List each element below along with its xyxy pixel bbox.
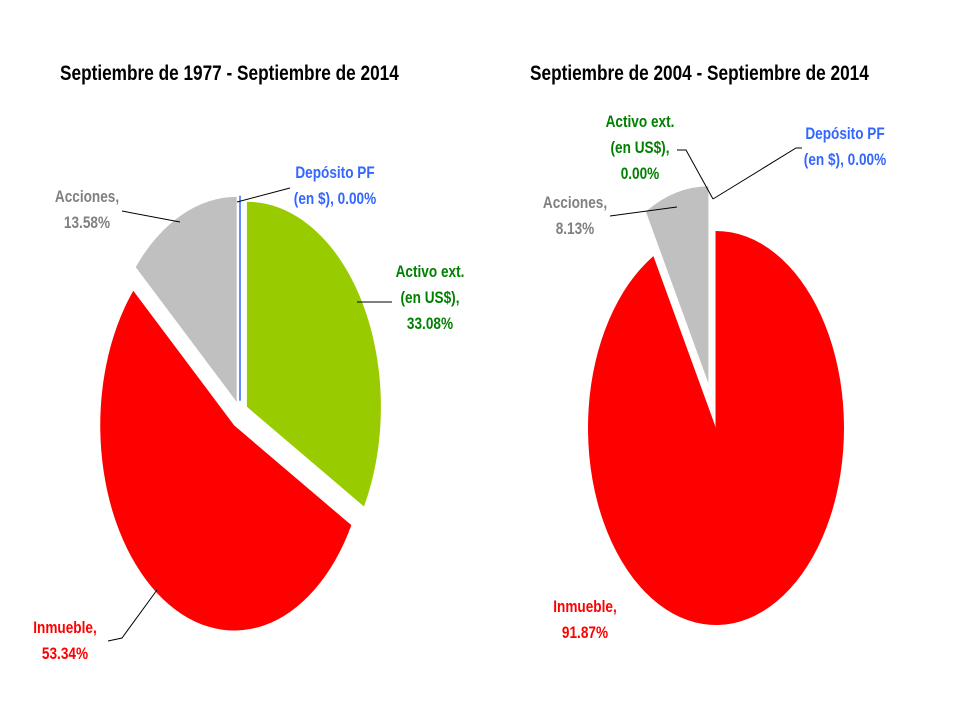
pie-slice-activo-ext bbox=[246, 201, 381, 507]
pie-slice-inmueble bbox=[100, 290, 352, 631]
label-inmueble-2: Inmueble, 91.87% bbox=[553, 597, 617, 642]
leader-line-deposito-1 bbox=[236, 187, 291, 203]
label-inmueble-1: Inmueble, 53.34% bbox=[33, 618, 97, 663]
leader-line-acciones-2 bbox=[609, 206, 678, 217]
label-activo-1: Activo ext. (en US$), 33.08% bbox=[395, 262, 465, 333]
leader-line-activo-2 bbox=[677, 149, 714, 200]
label-deposito-2: Depósito PF (en $), 0.00% bbox=[803, 124, 887, 169]
chart-title-1: Septiembre de 1977 - Septiembre de 2014 bbox=[60, 62, 399, 85]
pie-slice-acciones bbox=[135, 196, 237, 402]
pie-slice-inmueble bbox=[588, 231, 844, 625]
leader-line-deposito-2 bbox=[712, 147, 802, 200]
leader-lines bbox=[107, 147, 802, 642]
label-activo-2: Activo ext. (en US$), 0.00% bbox=[605, 112, 675, 183]
chart-title-2: Septiembre de 2004 - Septiembre de 2014 bbox=[530, 62, 869, 85]
label-acciones-2: Acciones, 8.13% bbox=[542, 193, 608, 238]
pie-chart-1977-2014 bbox=[100, 195, 381, 631]
leader-line-inmueble-1 bbox=[107, 589, 158, 642]
pie-slice-acciones bbox=[645, 186, 709, 384]
pie-chart-2004-2014 bbox=[588, 186, 844, 625]
leader-line-acciones-1 bbox=[121, 210, 181, 223]
label-deposito-1: Depósito PF (en $), 0.00% bbox=[293, 163, 377, 208]
label-acciones-1: Acciones, 13.58% bbox=[54, 187, 120, 232]
